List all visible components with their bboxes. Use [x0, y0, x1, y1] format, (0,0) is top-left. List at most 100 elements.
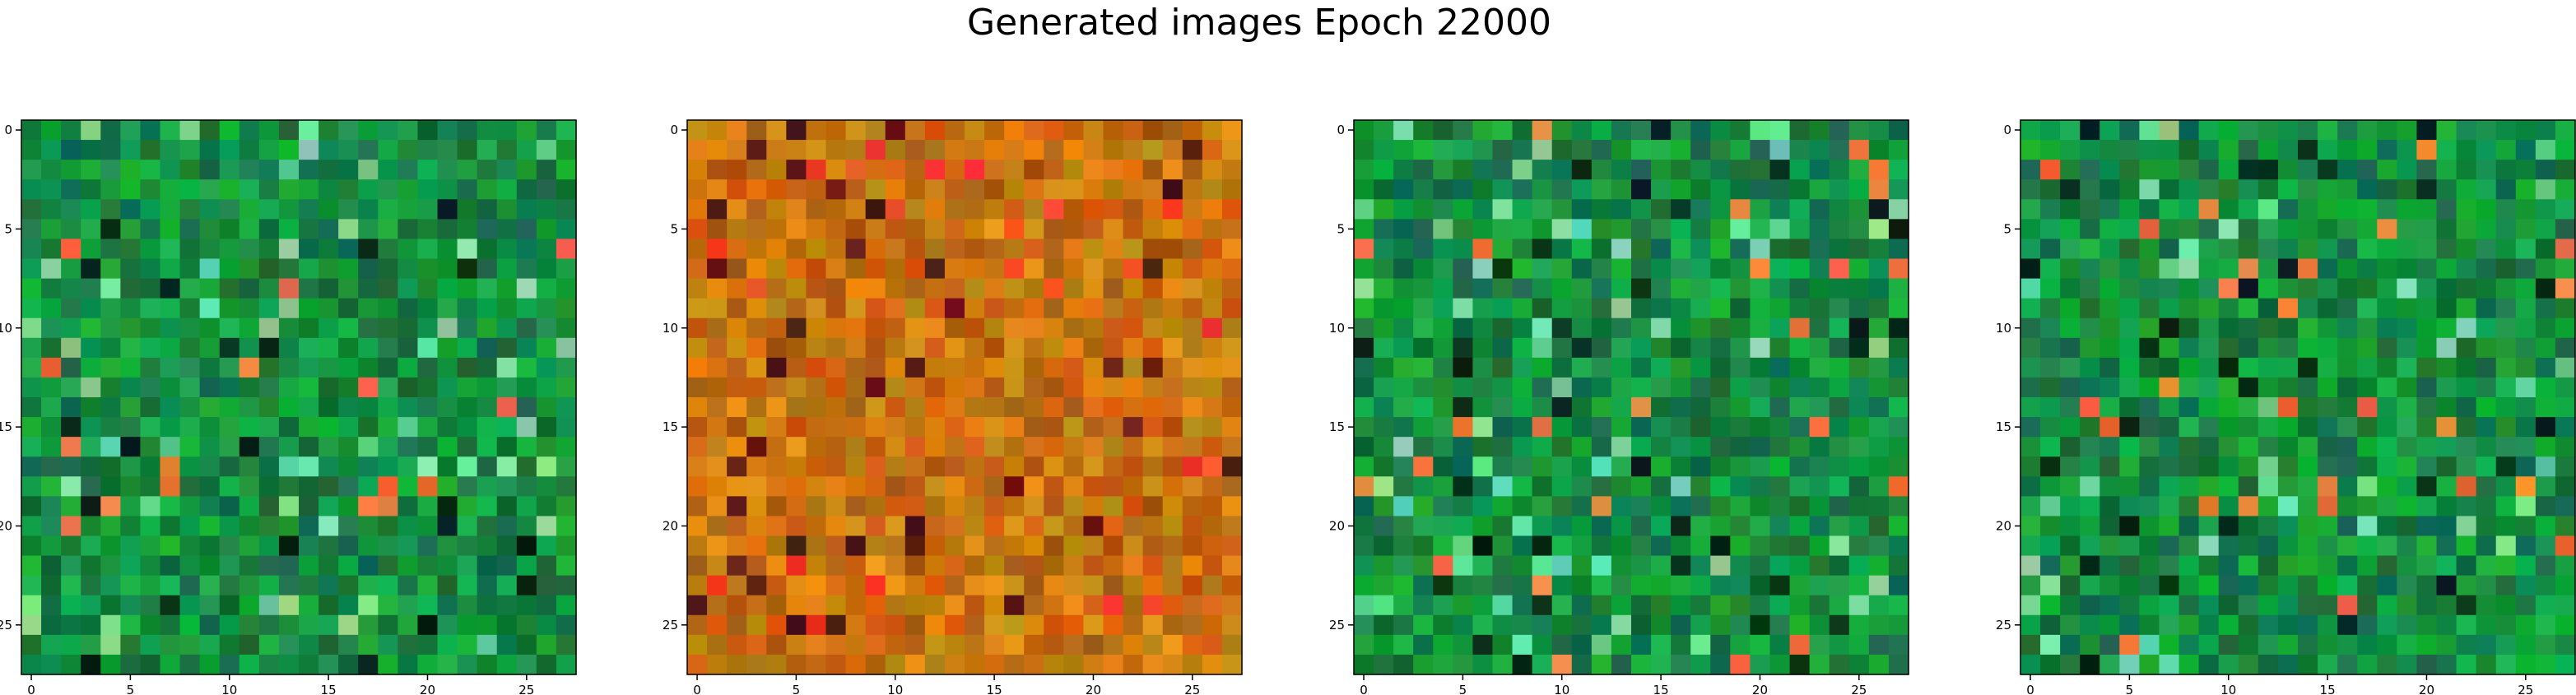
- pixel-cell: [219, 634, 240, 656]
- pixel-cell: [845, 278, 867, 299]
- pixel-cell: [1631, 258, 1652, 280]
- pixel-cell: [1512, 516, 1533, 537]
- pixel-cell: [2277, 397, 2299, 418]
- pixel-cell: [2119, 516, 2141, 537]
- pixel-cell: [179, 397, 201, 418]
- pixel-cell: [1354, 437, 1374, 457]
- pixel-cell: [2080, 634, 2100, 656]
- pixel-cell: [1611, 140, 1632, 160]
- pixel-cell: [2555, 397, 2576, 418]
- pixel-cell: [746, 377, 767, 398]
- pixel-cell: [41, 516, 62, 537]
- pixel-cell: [965, 535, 985, 557]
- pixel-cell: [299, 160, 319, 180]
- pixel-cell: [1374, 437, 1394, 457]
- pixel-cell: [1453, 199, 1474, 220]
- pixel-cell: [100, 219, 121, 240]
- pixel-cell: [398, 278, 419, 299]
- pixel-cell: [120, 337, 142, 359]
- pixel-cell: [358, 595, 379, 616]
- pixel-cell: [727, 634, 747, 656]
- pixel-cell: [984, 140, 1005, 160]
- pixel-cell: [2080, 337, 2100, 359]
- pixel-cell: [2495, 595, 2517, 616]
- pixel-cell: [1888, 535, 1909, 557]
- pixel-cell: [179, 140, 201, 160]
- pixel-cell: [1571, 654, 1593, 675]
- pixel-cell: [556, 219, 577, 240]
- pixel-cell: [516, 199, 537, 220]
- pixel-cell: [258, 437, 280, 457]
- pixel-cell: [707, 437, 728, 457]
- pixel-cell: [1083, 199, 1104, 220]
- pixel-cell: [904, 258, 926, 280]
- pixel-cell: [2080, 654, 2100, 675]
- pixel-cell: [21, 278, 42, 299]
- pixel-cell: [81, 337, 101, 359]
- pixel-cell: [2277, 337, 2299, 359]
- pixel-cell: [1809, 357, 1830, 378]
- pixel-cell: [2337, 437, 2358, 457]
- pixel-cell: [845, 179, 867, 200]
- pixel-cell: [746, 476, 767, 497]
- pixel-cell: [1453, 437, 1474, 457]
- pixel-cell: [2436, 614, 2457, 636]
- pixel-cell: [1868, 219, 1890, 240]
- pixel-cell: [1103, 634, 1124, 656]
- pixel-cell: [258, 634, 280, 656]
- pixel-cell: [746, 140, 767, 160]
- pixel-cell: [1123, 614, 1144, 636]
- pixel-cell: [2099, 239, 2120, 260]
- pixel-cell: [278, 496, 300, 517]
- pixel-cell: [2377, 516, 2397, 537]
- pixel-cell: [2080, 239, 2100, 260]
- pixel-cell: [1393, 555, 1414, 577]
- pixel-cell: [2277, 199, 2299, 220]
- pixel-cell: [1829, 634, 1850, 656]
- pixel-cell: [707, 357, 728, 378]
- pixel-cell: [417, 437, 439, 457]
- pixel-cell: [1182, 535, 1203, 557]
- pixel-cell: [1374, 258, 1394, 280]
- pixel-cell: [1829, 654, 1850, 675]
- pixel-cell: [1671, 120, 1691, 141]
- pixel-cell: [81, 317, 101, 339]
- pixel-cell: [786, 654, 807, 675]
- pixel-cell: [727, 456, 747, 477]
- pixel-cell: [299, 179, 319, 200]
- pixel-cell: [2020, 417, 2041, 438]
- pixel-cell: [61, 417, 81, 438]
- pixel-cell: [984, 496, 1005, 517]
- pixel-cell: [2080, 258, 2100, 280]
- pixel-cell: [179, 278, 201, 299]
- pixel-cell: [299, 377, 319, 398]
- pixel-cell: [865, 496, 886, 517]
- pixel-cell: [1202, 239, 1223, 260]
- pixel-cell: [825, 317, 847, 339]
- pixel-cell: [2218, 140, 2239, 160]
- pixel-cell: [1162, 496, 1183, 517]
- pixel-cell: [1671, 140, 1691, 160]
- pixel-cell: [398, 535, 419, 557]
- pixel-cell: [1512, 634, 1533, 656]
- pixel-cell: [556, 496, 577, 517]
- pixel-cell: [1671, 614, 1691, 636]
- pixel-cell: [239, 337, 260, 359]
- pixel-cell: [924, 555, 946, 577]
- pixel-cell: [885, 377, 906, 398]
- pixel-cell: [1532, 397, 1553, 418]
- pixel-cell: [1433, 456, 1453, 477]
- pixel-cell: [120, 437, 142, 457]
- pixel-cell: [687, 535, 708, 557]
- pixel-cell: [536, 199, 557, 220]
- pixel-cell: [496, 397, 518, 418]
- pixel-cell: [1671, 377, 1691, 398]
- pixel-cell: [1433, 595, 1453, 616]
- pixel-cell: [2416, 219, 2438, 240]
- pixel-cell: [1453, 575, 1474, 596]
- pixel-cell: [1083, 298, 1104, 319]
- pixel-cell: [2099, 516, 2120, 537]
- pixel-cell: [1472, 595, 1494, 616]
- pixel-cell: [944, 516, 965, 537]
- pixel-cell: [2436, 179, 2457, 200]
